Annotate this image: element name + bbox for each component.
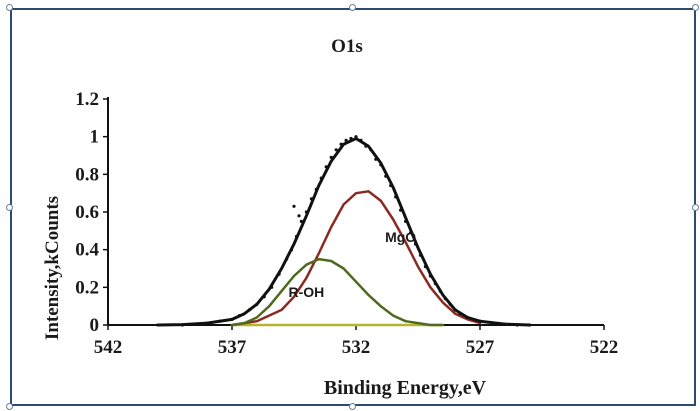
annotation-r-oh: R-OH: [289, 284, 325, 300]
data-point-9: [270, 285, 274, 289]
data-point-25: [344, 138, 348, 142]
resize-handle-middle-left[interactable]: [6, 204, 13, 211]
series-line-envelope: [156, 137, 532, 327]
data-point-27: [354, 135, 358, 139]
data-point-16: [292, 204, 296, 208]
data-point-7: [255, 302, 259, 306]
x-axis-label: Binding Energy,eV: [324, 377, 487, 399]
y-tick-label-4: 0.8: [75, 164, 99, 185]
x-tick-label-3: 527: [466, 337, 495, 358]
data-point-0: [180, 323, 184, 327]
data-point-33: [384, 174, 388, 178]
data-point-34: [389, 184, 393, 188]
data-point-54: [528, 323, 532, 327]
y-tick-label-1: 0.2: [75, 277, 99, 298]
annotation-mgo: MgO: [385, 229, 416, 245]
x-tick-label-0: 542: [94, 337, 123, 358]
data-point-28: [359, 138, 363, 142]
data-point-8: [262, 295, 266, 299]
data-point-18: [309, 197, 313, 201]
x-tick-label-4: 522: [590, 337, 619, 358]
data-point-38: [409, 231, 413, 235]
data-point-11: [285, 257, 289, 261]
data-point-10: [277, 272, 281, 276]
chart-frame: O1s 0 0.2 0.4 0.6 0.8 1 1.2 542 537 532 527 522 MgO R…: [10, 8, 696, 406]
data-point-30: [369, 148, 373, 152]
data-point-47: [453, 308, 457, 312]
data-point-45: [443, 297, 447, 301]
data-point-32: [379, 163, 383, 167]
y-tick-label-0: 0: [90, 315, 100, 336]
data-point-44: [438, 289, 442, 293]
y-tick-label-5: 1: [90, 127, 100, 148]
data-point-46: [448, 302, 452, 306]
data-point-1: [193, 322, 197, 326]
data-point-29: [364, 144, 368, 148]
y-axis-label: Intensity,kCounts: [42, 196, 63, 340]
data-point-5: [237, 314, 241, 318]
y-tick-label-6: 1.2: [75, 89, 99, 110]
data-point-22: [329, 155, 333, 159]
data-point-2: [205, 321, 209, 325]
data-point-48: [458, 312, 462, 316]
resize-handle-top-right[interactable]: [692, 4, 699, 11]
y-tick-label-3: 0.6: [75, 202, 99, 223]
data-point-4: [230, 317, 234, 321]
chart-title: O1s: [331, 36, 363, 57]
data-point-15: [304, 210, 308, 214]
data-point-35: [394, 195, 398, 199]
data-point-40: [418, 253, 423, 257]
resize-handle-bottom-middle[interactable]: [349, 403, 356, 410]
data-point-37: [404, 219, 408, 223]
y-tick-label-2: 0.4: [75, 240, 99, 261]
x-tick-label-1: 537: [218, 337, 247, 358]
plot-area: 0 0.2 0.4 0.6 0.8 1 1.2 542 537 532 527 522 MgO R-OH: [75, 89, 618, 358]
data-point-52: [503, 322, 507, 326]
data-point-50: [478, 319, 482, 323]
x-tick-label-2: 532: [342, 337, 371, 358]
series-line-mgo: [230, 190, 482, 327]
data-point-23: [334, 148, 338, 152]
data-point-13: [294, 234, 299, 239]
data-point-49: [466, 315, 470, 320]
chart: O1s 0 0.2 0.4 0.6 0.8 1 1.2 542 537 532 527 522 MgO R…: [42, 36, 618, 399]
data-point-39: [413, 242, 418, 246]
series-line-r-oh: [230, 257, 445, 327]
data-point-3: [218, 319, 222, 323]
data-point-43: [433, 282, 437, 286]
data-point-21: [324, 165, 328, 169]
data-point-17: [297, 214, 301, 218]
data-point-26: [349, 136, 353, 141]
data-point-42: [428, 274, 432, 278]
data-point-53: [515, 323, 519, 327]
resize-handle-top-middle[interactable]: [349, 4, 356, 11]
resize-handle-top-left[interactable]: [6, 4, 13, 11]
resize-handle-middle-right[interactable]: [692, 204, 699, 211]
data-point-36: [399, 208, 403, 212]
data-point-31: [374, 157, 378, 161]
data-point-41: [423, 265, 427, 269]
resize-handle-bottom-left[interactable]: [6, 403, 13, 410]
data-point-12: [289, 248, 294, 252]
data-point-6: [247, 308, 251, 312]
data-point-20: [319, 176, 323, 180]
data-point-51: [490, 321, 494, 325]
data-point-19: [314, 187, 318, 191]
data-point-24: [339, 142, 343, 146]
data-point-14: [299, 219, 303, 223]
